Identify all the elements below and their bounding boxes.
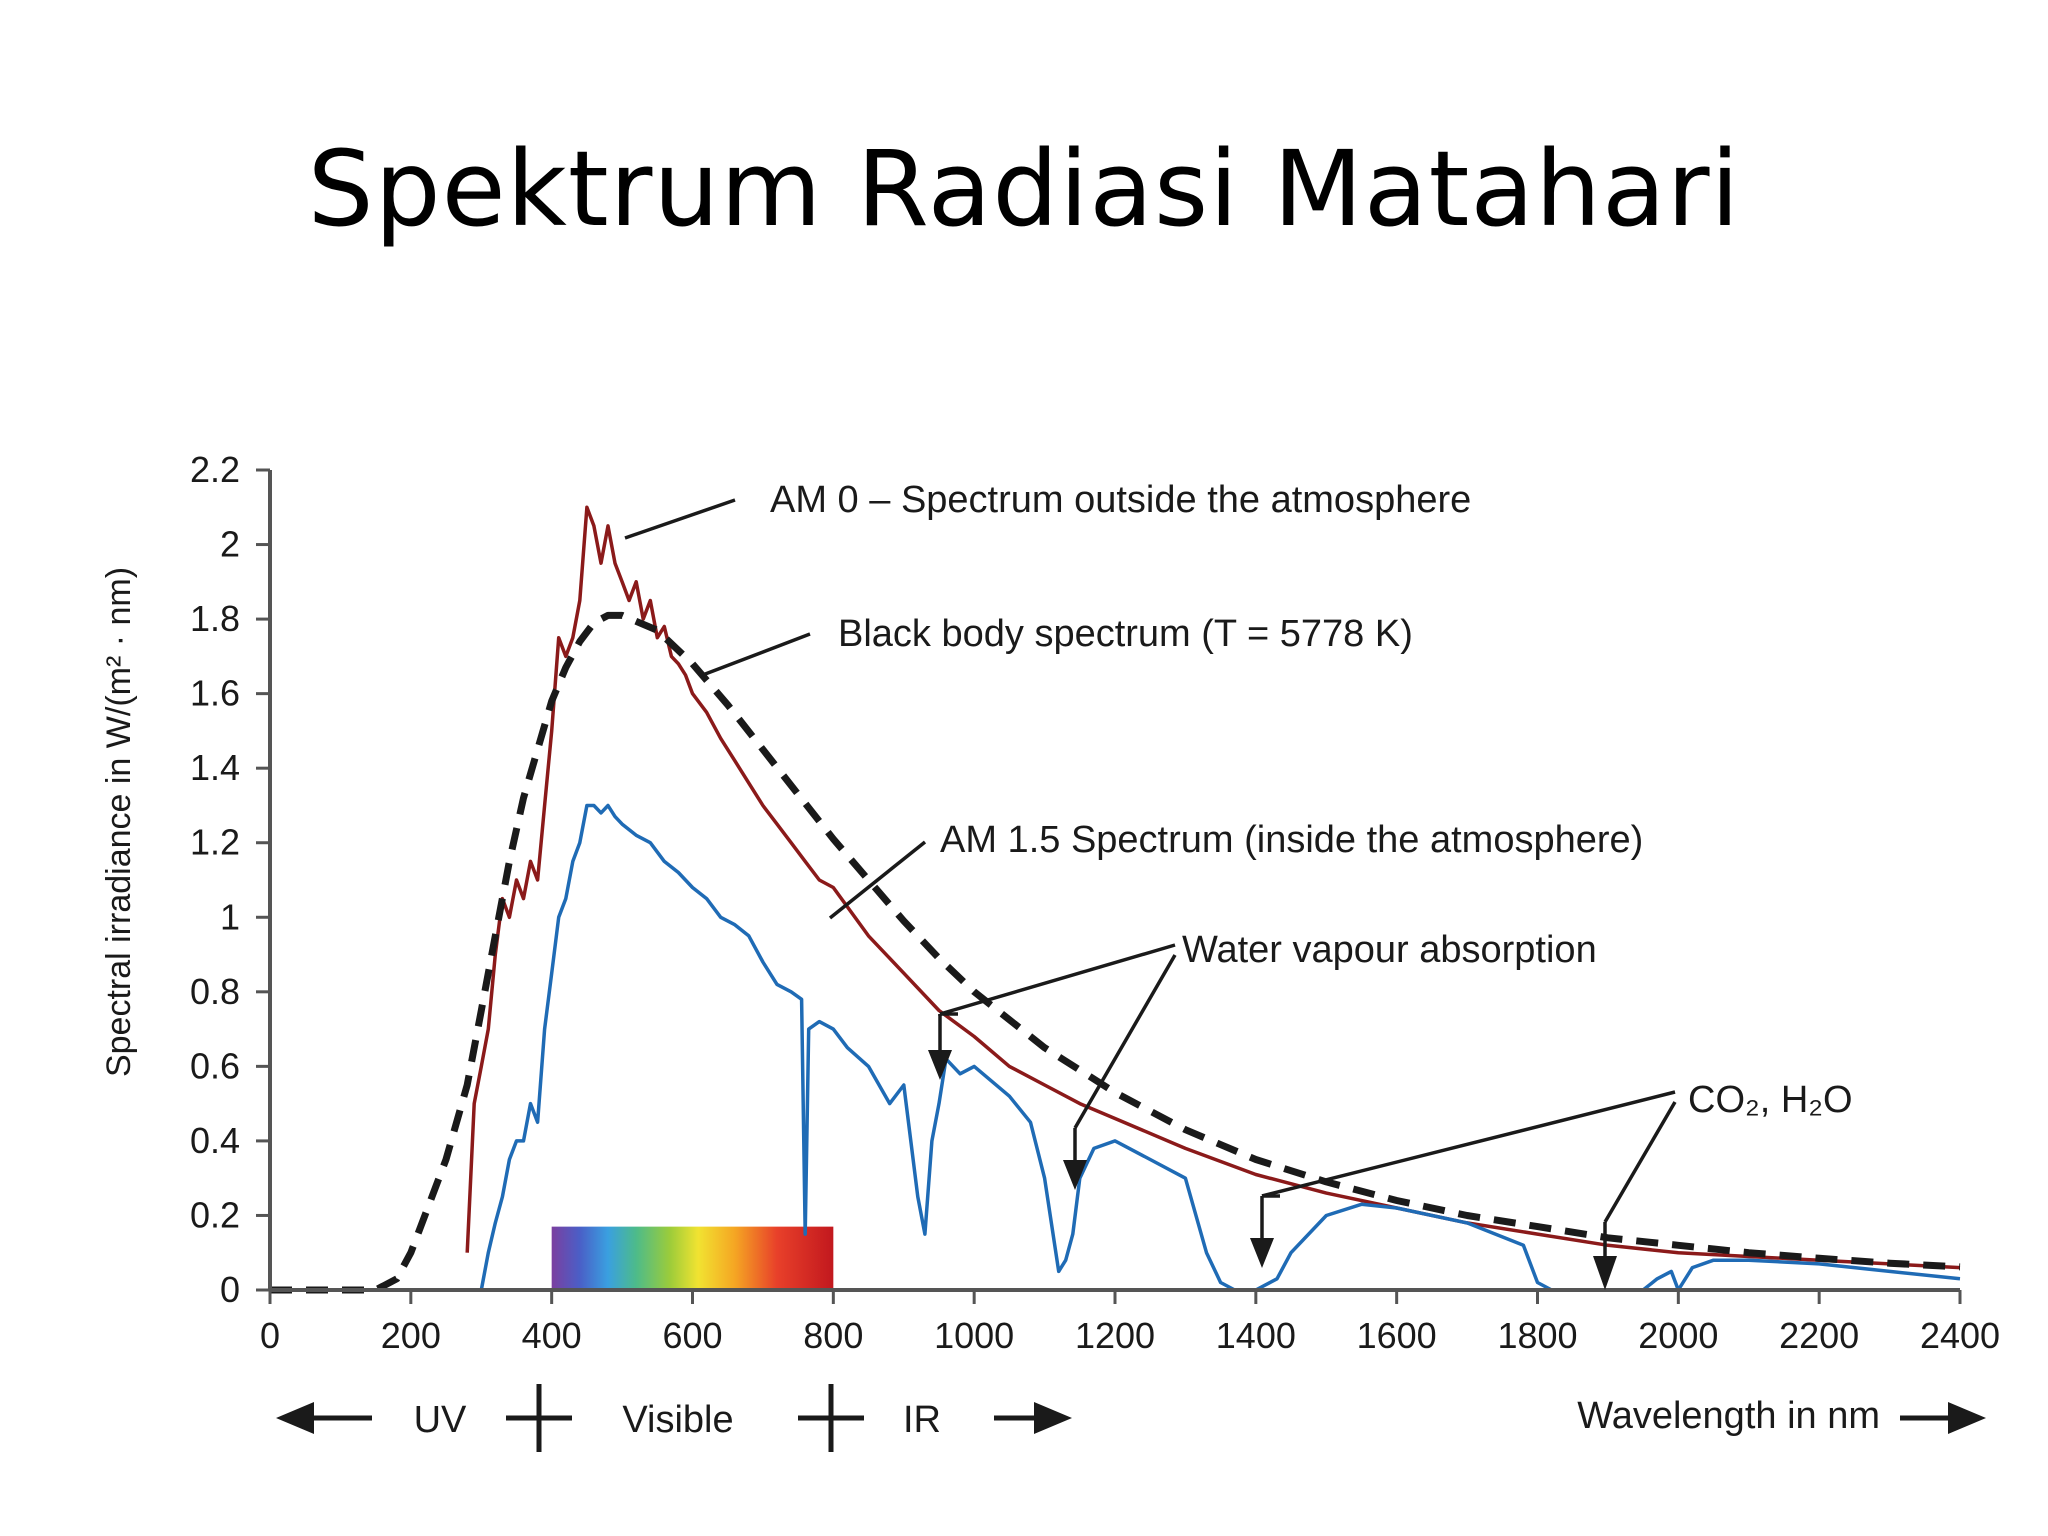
- y-tick-label: 1.6: [190, 673, 240, 714]
- leader-co2-2: [1603, 1101, 1677, 1223]
- y-tick-label: 1.2: [190, 822, 240, 863]
- series-am15: [479, 803, 1961, 1292]
- series-blackbody: [270, 611, 1961, 1294]
- annotation-water-vapour: Water vapour absorption: [1182, 929, 1597, 971]
- series-am0: [465, 505, 1961, 1270]
- x-tick-label: 1200: [1075, 1315, 1155, 1356]
- leader-water-1: [939, 943, 1176, 1016]
- y-tick-label: 2: [220, 524, 240, 565]
- x-tick-label: 600: [662, 1315, 722, 1356]
- region-label-visible: Visible: [622, 1399, 733, 1441]
- x-tick-label: 1800: [1497, 1315, 1577, 1356]
- y-tick-label: 1: [220, 896, 240, 937]
- y-tick-label: 0: [220, 1269, 240, 1310]
- visible-spectrum-band: [551, 1226, 834, 1288]
- leader-water-2: [1073, 954, 1177, 1129]
- leader-am15: [828, 840, 927, 920]
- x-tick-label: 1600: [1357, 1315, 1437, 1356]
- leader-blackbody: [699, 632, 811, 678]
- y-tick-label: 2.2: [190, 449, 240, 490]
- x-axis-label: Wavelength in nm: [1577, 1395, 1880, 1437]
- slide-title: Spektrum Radiasi Matahari: [307, 128, 1741, 250]
- x-tick-label: 0: [260, 1315, 280, 1356]
- y-tick-label: 0.4: [190, 1120, 240, 1161]
- arrow-co2-1-head: [1250, 1238, 1274, 1268]
- x-tick-label: 200: [381, 1315, 441, 1356]
- x-tick-label: 1000: [934, 1315, 1014, 1356]
- wavelength-arrow-head: [1948, 1402, 1986, 1434]
- leader-co2-1: [1261, 1090, 1676, 1198]
- y-tick-label: 0.6: [190, 1045, 240, 1086]
- uv-arrow-head: [276, 1402, 314, 1434]
- y-tick-label: 0.8: [190, 971, 240, 1012]
- y-tick-label: 1.4: [190, 747, 240, 788]
- region-label-ir: IR: [903, 1399, 941, 1441]
- x-tick-label: 1400: [1216, 1315, 1296, 1356]
- y-tick-label: 0.2: [190, 1194, 240, 1235]
- x-tick-label: 2400: [1920, 1315, 2000, 1356]
- annotation-am0: AM 0 – Spectrum outside the atmosphere: [770, 479, 1471, 521]
- x-tick-label: 2000: [1638, 1315, 1718, 1356]
- arrow-water-2-head: [1063, 1160, 1087, 1190]
- annotation-co2-h2o: CO₂, H₂O: [1688, 1079, 1853, 1121]
- annotation-blackbody: Black body spectrum (T = 5778 K): [838, 613, 1413, 655]
- annotation-am15: AM 1.5 Spectrum (inside the atmosphere): [940, 819, 1643, 861]
- ir-arrow-head: [1034, 1402, 1072, 1434]
- region-label-uv: UV: [414, 1399, 467, 1441]
- x-tick-label: 400: [522, 1315, 582, 1356]
- x-tick-label: 2200: [1779, 1315, 1859, 1356]
- arrow-co2-2-head: [1593, 1256, 1617, 1290]
- y-axis-label: Spectral irradiance in W/(m² · nm): [100, 567, 138, 1077]
- y-tick-label: 1.8: [190, 598, 240, 639]
- arrow-water-1-head: [928, 1050, 952, 1080]
- x-tick-label: 800: [803, 1315, 863, 1356]
- leader-am0: [624, 498, 736, 540]
